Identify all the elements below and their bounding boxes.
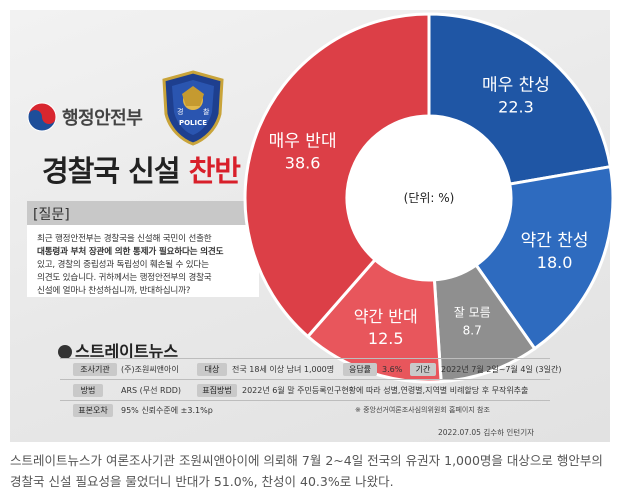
emblem-char-right: 찰 <box>203 107 210 116</box>
footer-tag: 기간 <box>410 363 436 376</box>
slice-label: 잘 모름 <box>454 306 491 320</box>
footer-tag: 방법 <box>73 384 103 397</box>
footer-tag: 조사기관 <box>73 363 117 376</box>
footer-value: 2022년 7월 2일~7월 4일 (3일간) <box>441 365 562 374</box>
footer-divider <box>60 400 550 401</box>
question-line: 의견도 있습니다. 귀하께서는 행정안전부의 경찰국 <box>37 273 212 283</box>
question-line: 최근 행정안전부는 경찰국을 신설해 국민이 선출한 <box>37 234 212 244</box>
slice-label: 매우 찬성 <box>482 76 550 96</box>
title-accent: 찬반 <box>188 154 241 188</box>
slice-label: 약간 반대 <box>354 307 418 326</box>
question-header: [질문] <box>27 201 259 225</box>
police-badge-text: POLICE <box>179 119 207 127</box>
ministry-logo-icon <box>27 102 57 132</box>
page-title: 경찰국 신설 찬반 <box>42 148 241 190</box>
slice-value: 22.3 <box>498 98 534 117</box>
donut-hole <box>347 116 511 280</box>
slice-value: 38.6 <box>285 154 321 173</box>
unit-label: (단위: %) <box>404 191 455 205</box>
brand-mark-icon <box>58 345 72 359</box>
brand-name: 스트레이트뉴스 <box>75 342 179 361</box>
slice-label: 약간 찬성 <box>521 231 589 251</box>
slice-value: 18.0 <box>537 253 573 272</box>
footer-value: ARS (무선 RDD) <box>121 386 182 395</box>
footer-value: 전국 18세 이상 남녀 1,000명 <box>232 365 335 374</box>
slice-value: 8.7 <box>463 324 482 338</box>
emblem-char-left: 경 <box>177 107 183 116</box>
footer-value: (주)조원씨앤아이 <box>121 365 179 374</box>
title-main: 경찰국 신설 <box>42 154 180 188</box>
question-body <box>27 225 259 297</box>
ministry-name: 행정안전부 <box>62 108 143 129</box>
police-emblem-icon: 경 찰 POLICE <box>162 70 224 146</box>
slice-label: 매우 반대 <box>269 132 337 152</box>
author-credit: 2022.07.05 김수하 인턴기자 <box>438 428 535 437</box>
footer-value: 95% 신뢰수준에 ±3.1%p <box>121 406 213 415</box>
question-line: 신설에 얼마나 찬성하십니까, 반대하십니까? <box>37 286 191 296</box>
brand-logo: 스트레이트뉴스 <box>58 338 178 362</box>
question-line: 대통령과 부처 장관에 의한 통제가 필요하다는 의견도 <box>37 247 224 257</box>
footer-tag: 표집방법 <box>197 384 237 397</box>
footer-tag: 대상 <box>197 363 227 376</box>
footer-divider <box>60 379 550 380</box>
footer-divider <box>60 358 550 359</box>
question-text: 최근 행정안전부는 경찰국을 신설해 국민이 선출한 대통령과 부처 장관에 의… <box>37 233 262 298</box>
footer-value: 3.6% <box>382 365 403 374</box>
footer-tag: 표본오차 <box>73 404 113 417</box>
article-caption: 스트레이트뉴스가 여론조사기관 조원씨앤아이에 의뢰해 7월 2~4일 전국의 … <box>10 453 603 489</box>
source-note: ※ 중앙선거여론조사심의위원회 홈페이지 참조 <box>355 406 490 414</box>
footer-value: 2022년 6월 말 주민등록인구현황에 따라 성별,연령별,지역별 비례할당 … <box>242 386 529 395</box>
slice-value: 12.5 <box>368 329 404 348</box>
footer-tag: 응답률 <box>343 363 377 376</box>
question-line: 있고, 경찰의 중립성과 독립성이 훼손될 수 있다는 <box>37 260 209 270</box>
question-label: [질문] <box>33 207 70 223</box>
